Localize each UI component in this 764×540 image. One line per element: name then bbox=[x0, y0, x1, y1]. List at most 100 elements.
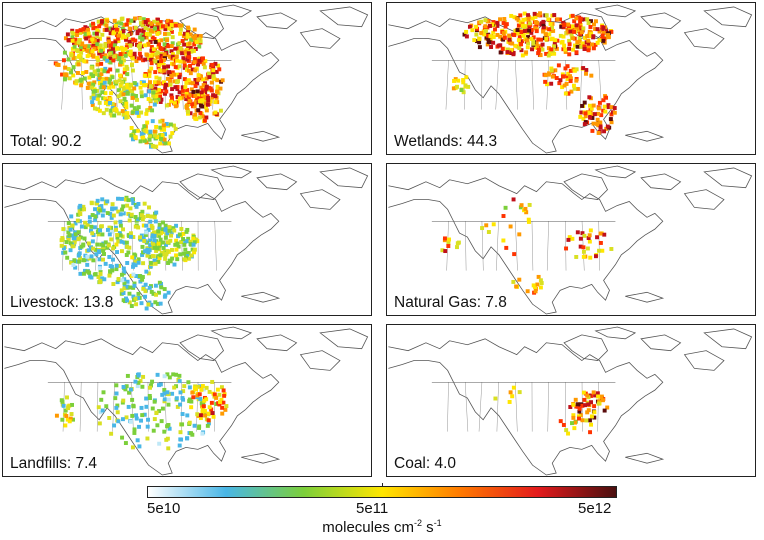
emission-cell bbox=[139, 90, 144, 95]
emission-cell bbox=[66, 221, 71, 226]
emission-cell bbox=[101, 257, 105, 262]
emission-cell bbox=[210, 411, 215, 416]
emission-cell bbox=[495, 23, 500, 28]
emission-cell bbox=[597, 248, 602, 253]
state-border bbox=[598, 221, 600, 271]
emission-cell bbox=[160, 220, 165, 225]
emission-cell bbox=[162, 429, 167, 434]
emission-cell bbox=[85, 54, 90, 59]
emission-cell bbox=[112, 54, 117, 59]
emission-cell bbox=[101, 208, 106, 213]
emission-cell bbox=[89, 85, 94, 90]
emission-cell bbox=[202, 95, 207, 100]
emission-cell bbox=[201, 404, 206, 409]
emission-cell bbox=[173, 46, 178, 51]
emission-cell bbox=[212, 392, 217, 397]
emission-cell bbox=[596, 131, 601, 135]
emission-cell bbox=[155, 55, 160, 60]
emission-cell bbox=[569, 32, 574, 37]
emission-cell bbox=[162, 52, 167, 57]
emission-cell bbox=[570, 421, 574, 426]
emission-cell bbox=[513, 43, 518, 48]
emission-cell bbox=[147, 69, 152, 74]
emission-cell bbox=[188, 46, 193, 50]
emission-cell bbox=[166, 446, 171, 451]
emission-cell bbox=[96, 232, 101, 237]
emission-cell bbox=[164, 242, 168, 247]
emission-cell bbox=[498, 17, 503, 22]
emission-cell bbox=[152, 144, 157, 149]
emission-cell bbox=[91, 82, 96, 87]
emission-cell bbox=[440, 248, 445, 253]
emission-cell bbox=[586, 44, 591, 49]
emission-cell bbox=[79, 50, 84, 55]
emission-cell bbox=[534, 40, 539, 45]
emission-cell bbox=[552, 41, 557, 46]
emission-cell bbox=[110, 102, 115, 107]
emission-cell bbox=[554, 46, 559, 51]
emission-cell bbox=[149, 302, 154, 307]
emission-cell bbox=[70, 35, 75, 40]
emission-cell bbox=[193, 116, 198, 121]
emission-cell bbox=[155, 135, 160, 139]
emission-cell bbox=[73, 37, 78, 42]
emission-cell bbox=[567, 38, 572, 43]
emission-cell bbox=[120, 51, 125, 56]
emission-cell bbox=[567, 52, 572, 57]
emission-cell bbox=[71, 56, 76, 61]
emission-cell bbox=[120, 417, 125, 422]
emission-cell bbox=[152, 417, 157, 422]
emission-cell bbox=[202, 408, 207, 413]
emission-cell bbox=[589, 19, 594, 24]
emission-cell bbox=[159, 285, 164, 290]
emission-cell bbox=[131, 264, 135, 269]
emission-cell bbox=[186, 236, 191, 241]
emission-cell bbox=[188, 63, 193, 68]
emission-cell bbox=[133, 263, 138, 268]
emission-cell bbox=[114, 21, 119, 26]
emission-cell bbox=[82, 236, 87, 241]
emission-cell bbox=[127, 291, 132, 296]
emission-cell bbox=[601, 98, 606, 103]
emission-cell bbox=[97, 266, 102, 271]
emission-cell bbox=[157, 256, 162, 261]
emission-cell bbox=[119, 21, 124, 26]
emission-cell bbox=[139, 132, 144, 137]
emission-cell bbox=[150, 379, 155, 384]
emission-cell bbox=[571, 47, 576, 52]
emission-cell bbox=[195, 96, 200, 101]
emission-cell bbox=[153, 219, 158, 224]
emission-cell bbox=[148, 80, 152, 85]
emission-cell bbox=[206, 411, 211, 416]
emission-cell bbox=[99, 72, 104, 77]
emission-cell bbox=[182, 65, 187, 70]
emission-cell bbox=[149, 383, 153, 388]
emission-cell bbox=[128, 419, 133, 424]
state-border bbox=[214, 221, 217, 271]
emission-cell bbox=[580, 403, 585, 408]
emission-cell bbox=[113, 225, 118, 230]
emission-cell bbox=[111, 50, 116, 55]
emission-cell bbox=[509, 48, 514, 53]
emission-cell bbox=[160, 133, 165, 138]
emission-cell bbox=[92, 225, 97, 230]
emission-cell bbox=[538, 285, 543, 290]
emission-cell bbox=[587, 418, 592, 423]
emission-cell bbox=[156, 65, 161, 70]
emission-cell bbox=[160, 118, 165, 123]
emission-cell bbox=[186, 68, 191, 73]
emission-cell bbox=[152, 129, 157, 134]
emission-cell bbox=[177, 373, 182, 378]
emission-cell bbox=[164, 52, 169, 57]
emission-cell bbox=[166, 102, 171, 107]
emission-cell bbox=[596, 401, 601, 406]
emission-cell bbox=[148, 133, 152, 138]
emission-cell bbox=[181, 389, 186, 394]
emission-cell bbox=[66, 67, 71, 71]
emission-cell bbox=[586, 41, 591, 46]
emission-cell bbox=[101, 241, 106, 246]
emission-cell bbox=[110, 268, 115, 273]
emission-cell bbox=[209, 407, 214, 412]
emission-cell bbox=[149, 61, 154, 66]
emission-cell bbox=[203, 59, 208, 64]
